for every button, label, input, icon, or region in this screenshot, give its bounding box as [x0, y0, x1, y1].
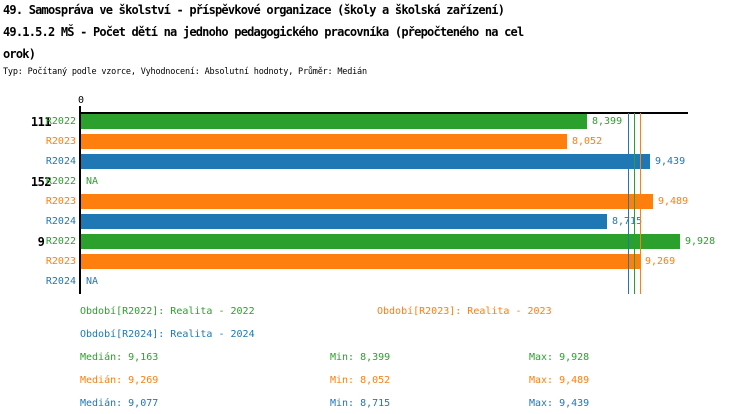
- row-label-R2024: R2024: [45, 276, 76, 287]
- y-axis-line: [79, 106, 81, 294]
- row-label-R2023: R2023: [45, 196, 76, 207]
- stat-max-r2023: Max: 9,489: [529, 375, 590, 386]
- bar-value-label: 8,052: [572, 136, 603, 147]
- na-value-label: NA: [86, 276, 99, 287]
- row-label-R2022: R2022: [45, 176, 76, 187]
- stat-min-r2024: Min: 8,715: [330, 398, 391, 409]
- stat-min-r2023: Min: 8,052: [330, 375, 391, 386]
- row-label-R2022: R2022: [45, 236, 76, 247]
- stat-max-r2022: Max: 9,928: [529, 352, 590, 363]
- bar-value-label: 9,269: [645, 256, 676, 267]
- report-title-line2: 49.1.5.2 MŠ - Počet dětí na jednoho peda…: [3, 25, 524, 39]
- median-line-R2024: [628, 113, 629, 294]
- group-label-152: 152: [30, 175, 52, 189]
- bar-value-label: 9,439: [655, 156, 686, 167]
- legend-item-r2022: Období[R2022]: Realita - 2022: [80, 306, 255, 317]
- legend-item-r2023: Období[R2023]: Realita - 2023: [377, 306, 552, 317]
- group-label-111: 111: [30, 115, 52, 129]
- report-meta-line: Typ: Počítaný podle vzorce, Vyhodnocení:…: [3, 67, 367, 77]
- bar-9-R2023: [81, 254, 640, 269]
- bar-111-R2022: [81, 114, 587, 129]
- bar-111-R2024: [81, 154, 650, 169]
- bar-value-label: 8,399: [592, 116, 623, 127]
- row-label-R2024: R2024: [45, 156, 76, 167]
- stat-median-r2024: Medián: 9,077: [80, 398, 159, 409]
- bar-value-label: 8,715: [612, 214, 642, 229]
- bar-value-label: 9,928: [685, 236, 716, 247]
- bar-9-R2022: [81, 234, 680, 249]
- row-label-R2022: R2022: [45, 116, 76, 127]
- row-label-R2024: R2024: [45, 216, 76, 227]
- na-value-label: NA: [86, 176, 99, 187]
- group-label-9: 9: [37, 235, 45, 249]
- row-label-R2023: R2023: [45, 136, 76, 147]
- legend-item-r2024: Období[R2024]: Realita - 2024: [80, 329, 255, 340]
- bar-value-label: 9,489: [658, 196, 689, 207]
- row-label-R2023: R2023: [45, 256, 76, 267]
- report-title-line1: 49. Samospráva ve školství - příspěvkové…: [3, 3, 505, 17]
- x-axis-line: [79, 112, 688, 114]
- bar-111-R2023: [81, 134, 567, 149]
- bar-152-R2023: [81, 194, 653, 209]
- stat-median-r2023: Medián: 9,269: [80, 375, 159, 386]
- report-title-line3: orok): [3, 47, 36, 61]
- stat-median-r2022: Medián: 9,163: [80, 352, 159, 363]
- x-axis-tick-label-0: 0: [77, 95, 85, 106]
- median-line-R2023: [640, 113, 641, 294]
- median-line-R2022: [634, 113, 635, 294]
- stat-max-r2024: Max: 9,439: [529, 398, 590, 409]
- stat-min-r2022: Min: 8,399: [330, 352, 391, 363]
- bar-152-R2024: [81, 214, 607, 229]
